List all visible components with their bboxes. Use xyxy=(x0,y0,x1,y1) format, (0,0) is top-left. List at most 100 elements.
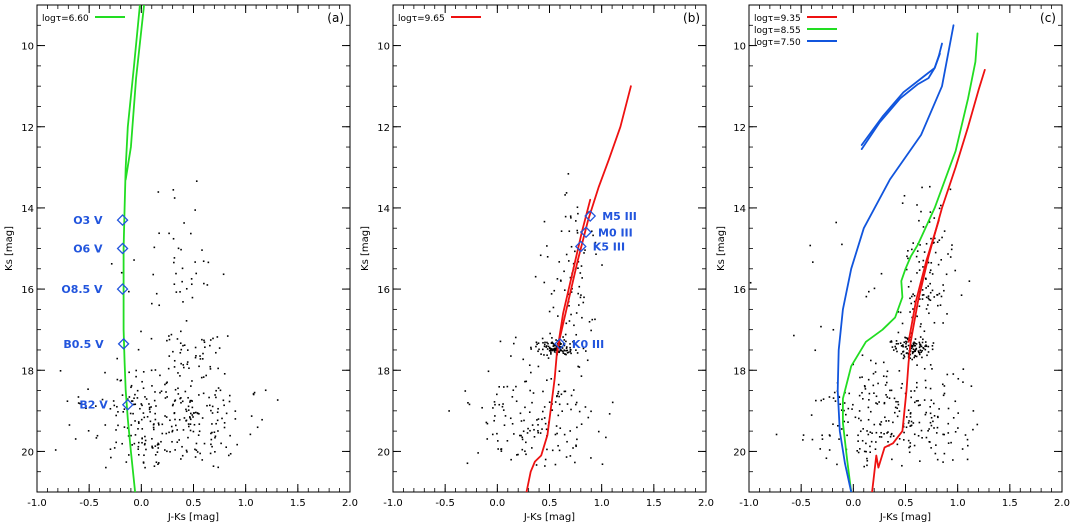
data-point xyxy=(946,313,948,315)
data-point xyxy=(206,404,208,407)
data-point xyxy=(903,354,905,357)
data-point xyxy=(129,412,132,415)
data-point xyxy=(228,400,231,403)
data-point xyxy=(201,358,204,360)
data-point xyxy=(79,402,81,405)
data-point xyxy=(949,188,952,191)
data-point xyxy=(927,430,929,432)
data-point xyxy=(553,347,556,350)
x-tick-label: 1.5 xyxy=(646,498,662,509)
spectral-type-label: O8.5 V xyxy=(61,283,103,296)
data-point xyxy=(524,406,526,409)
spectral-type-marker xyxy=(584,210,597,222)
data-point xyxy=(543,281,546,284)
data-point xyxy=(611,401,614,404)
data-point xyxy=(951,244,953,246)
data-point xyxy=(151,446,154,449)
data-point xyxy=(201,249,203,251)
data-point xyxy=(942,433,944,436)
data-point xyxy=(168,232,170,235)
data-point xyxy=(936,426,939,429)
y-tick-label: 16 xyxy=(21,285,34,296)
x-tick-label: -0.5 xyxy=(435,498,455,509)
data-point xyxy=(892,435,895,437)
data-point xyxy=(867,433,870,436)
data-point xyxy=(546,341,548,344)
data-point xyxy=(137,448,140,450)
data-point xyxy=(109,407,112,410)
data-point xyxy=(142,412,145,414)
data-point xyxy=(568,304,570,307)
data-point xyxy=(95,405,97,407)
data-point xyxy=(869,431,872,433)
x-axis-label: J-Ks [mag] xyxy=(523,512,575,523)
data-point xyxy=(252,393,255,396)
data-point xyxy=(544,465,546,467)
data-point xyxy=(548,350,551,352)
data-point xyxy=(215,351,217,354)
data-point xyxy=(939,304,942,306)
data-point xyxy=(559,427,562,429)
data-point xyxy=(890,432,893,435)
data-point xyxy=(543,354,545,356)
data-point xyxy=(847,421,849,423)
data-point xyxy=(217,367,219,370)
data-point xyxy=(952,459,954,461)
data-point xyxy=(539,254,542,257)
data-point xyxy=(583,252,585,254)
data-point xyxy=(834,400,837,402)
data-point xyxy=(117,424,119,427)
data-point xyxy=(934,452,937,455)
data-point xyxy=(901,382,904,385)
data-point xyxy=(223,373,226,375)
y-tick-label: 14 xyxy=(21,204,34,215)
data-point xyxy=(155,405,157,407)
data-point xyxy=(880,272,883,275)
data-point xyxy=(575,444,577,447)
data-point xyxy=(578,285,581,288)
data-point xyxy=(526,432,529,434)
data-point xyxy=(121,442,123,445)
data-point xyxy=(880,436,883,438)
data-point xyxy=(931,348,934,351)
data-point xyxy=(866,457,868,460)
data-point xyxy=(580,375,583,377)
data-point xyxy=(161,423,164,426)
data-point xyxy=(565,346,568,348)
data-point xyxy=(863,450,866,453)
data-point xyxy=(905,337,907,339)
x-tick-label: 1.5 xyxy=(1002,498,1018,509)
data-point xyxy=(919,244,921,246)
data-point xyxy=(559,349,561,352)
data-point xyxy=(910,390,912,392)
data-point xyxy=(150,337,153,340)
data-point xyxy=(176,429,178,431)
isochrone-line-1-0 xyxy=(842,32,979,492)
data-point xyxy=(496,393,498,396)
data-point xyxy=(549,332,551,335)
data-point xyxy=(174,418,176,421)
data-point xyxy=(175,272,177,275)
data-point xyxy=(567,351,570,354)
data-point xyxy=(166,339,168,342)
spectral-type-label: O6 V xyxy=(73,243,103,256)
data-point xyxy=(552,345,555,347)
data-point xyxy=(927,351,930,353)
data-point xyxy=(905,341,908,343)
data-point xyxy=(930,262,933,264)
data-point xyxy=(187,405,190,408)
data-point xyxy=(862,428,864,430)
y-tick-label: 18 xyxy=(21,366,34,377)
data-point xyxy=(930,237,932,240)
spectral-type-label: M0 III xyxy=(598,226,633,239)
data-point xyxy=(838,438,840,440)
data-point xyxy=(115,441,117,444)
data-point xyxy=(95,437,98,439)
data-point xyxy=(825,457,828,460)
data-point xyxy=(550,347,552,350)
data-point xyxy=(502,403,504,405)
data-point xyxy=(859,448,861,450)
data-point xyxy=(775,433,778,436)
data-point xyxy=(573,324,575,327)
data-point xyxy=(204,346,206,349)
